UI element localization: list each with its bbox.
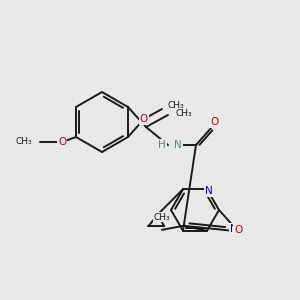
Text: N: N [230, 224, 238, 234]
Text: O: O [234, 225, 242, 235]
Text: O: O [58, 137, 66, 147]
Text: H: H [158, 140, 166, 150]
Text: CH₃: CH₃ [176, 109, 193, 118]
Text: N: N [205, 186, 213, 196]
Text: CH₃: CH₃ [154, 213, 170, 222]
Text: CH₃: CH₃ [168, 101, 184, 110]
Text: O: O [211, 117, 219, 127]
Text: O: O [140, 114, 148, 124]
Text: N: N [174, 140, 182, 150]
Text: CH₃: CH₃ [15, 137, 32, 146]
